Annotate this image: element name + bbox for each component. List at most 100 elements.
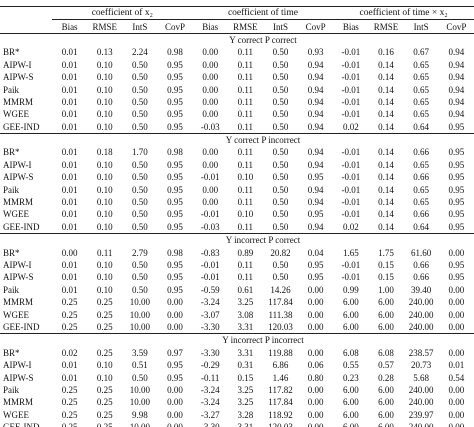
data-row: Paik 0.01 0.10 0.50 0.95 0.00 0.11 0.50 0.94 -0.0…	[0, 183, 474, 195]
value-cell: 0.11	[237, 197, 254, 208]
value-cell: 0.11	[237, 109, 254, 120]
value-cell: 0.10	[96, 372, 113, 383]
column-header: CovP	[438, 19, 474, 34]
value-cell: 0.10	[237, 209, 254, 220]
value-cell: 0.11	[237, 47, 254, 58]
section-spacer	[0, 32, 52, 47]
value-cell: 0.25	[96, 347, 113, 358]
value-cell: 0.00	[307, 309, 324, 320]
data-row: AIPW-I 0.01 0.10 0.50 0.95 -0.01 0.11 0.50 0.95 -…	[0, 259, 474, 271]
value-cell: -0.01	[341, 159, 361, 170]
value-cell: 0.50	[132, 221, 148, 232]
group-header-row: coefficient of x₂ coefficient of time coef…	[0, 5, 474, 21]
value-cell: 0.00	[448, 309, 465, 320]
value-cell: 0.00	[448, 409, 465, 420]
value-cell: -0.01	[200, 209, 220, 220]
method-cell: BR*	[3, 347, 20, 358]
value-cell: 0.95	[448, 209, 465, 220]
value-cell: 0.10	[96, 221, 113, 232]
value-cell: 0.25	[61, 297, 78, 308]
method-cell: AIPW-I	[3, 59, 32, 70]
data-row: GEE-IND 0.01 0.10 0.50 0.95 -0.03 0.11 0.50 0.94…	[0, 221, 474, 234]
value-cell: 0.00	[202, 47, 219, 58]
value-cell: 0.95	[167, 96, 183, 107]
value-cell: 0.10	[96, 121, 113, 132]
value-cell: 0.54	[448, 372, 465, 383]
value-cell: -0.01	[341, 147, 361, 158]
column-header-row: Bias RMSE IntS CovP Bias RMSE IntS CovP Bias RMSE…	[0, 19, 474, 34]
data-row: MMRM 0.01 0.10 0.50 0.95 0.00 0.11 0.50 0.94 -0.0…	[0, 196, 474, 208]
value-cell: 119.88	[268, 347, 293, 358]
value-cell: 0.14	[378, 209, 394, 220]
value-cell: 0.51	[132, 360, 148, 371]
section-label: Y incorrect P incorrect	[52, 333, 474, 347]
value-cell: 5.68	[413, 372, 430, 383]
value-cell: 10.00	[129, 297, 151, 308]
value-cell: 0.50	[132, 209, 148, 220]
method-cell: AIPW-I	[3, 159, 32, 170]
method-cell: GEE-IND	[3, 221, 40, 232]
value-cell: 2.79	[132, 247, 148, 258]
value-cell: 0.55	[342, 360, 359, 371]
value-cell: 0.10	[96, 59, 113, 70]
value-cell: 0.65	[413, 96, 430, 107]
value-cell: 0.11	[237, 159, 254, 170]
value-cell: 0.50	[132, 260, 148, 270]
value-cell: 0.14	[378, 72, 394, 83]
value-cell: 6.08	[378, 347, 394, 358]
value-cell: 3.31	[237, 321, 254, 332]
value-cell: 0.14	[378, 147, 394, 158]
value-cell: 0.11	[237, 272, 254, 283]
value-cell: 0.10	[96, 96, 113, 107]
data-row: WGEE 0.25 0.25 10.00 0.00 -3.07 3.08 111.38 0.00…	[0, 308, 474, 320]
column-header: Bias	[333, 19, 369, 34]
data-row: Paik 0.01 0.10 0.50 0.95 0.00 0.11 0.50 0.94 -0.0…	[0, 83, 474, 95]
value-cell: 0.50	[272, 84, 289, 95]
value-cell: 0.02	[342, 221, 359, 232]
value-cell: 0.00	[61, 247, 78, 258]
value-cell: 0.14	[378, 184, 394, 195]
group-header: coefficient of time	[192, 5, 334, 21]
value-cell: 117.84	[268, 397, 293, 408]
value-cell: 0.94	[307, 221, 324, 232]
data-row: AIPW-I 0.01 0.10 0.50 0.95 0.00 0.11 0.50 0.94 -0…	[0, 59, 474, 71]
column-header: RMSE	[368, 19, 404, 34]
value-cell: 6.00	[378, 397, 394, 408]
value-cell: 6.00	[378, 321, 394, 332]
value-cell: 10.00	[129, 384, 151, 395]
value-cell: 0.95	[448, 272, 465, 283]
value-cell: 0.50	[132, 84, 148, 95]
method-cell: Paik	[3, 184, 20, 195]
value-cell: 0.25	[61, 409, 78, 420]
column-header: RMSE	[87, 19, 123, 34]
value-cell: 10.00	[129, 309, 151, 320]
value-cell: 0.10	[96, 172, 113, 183]
value-cell: 20.82	[270, 247, 291, 258]
value-cell: 0.01	[448, 360, 465, 371]
value-cell: 240.00	[408, 297, 434, 308]
method-cell: AIPW-S	[3, 172, 34, 183]
value-cell: 3.08	[237, 309, 254, 320]
value-cell: 0.66	[413, 260, 430, 270]
value-cell: -0.01	[341, 96, 361, 107]
value-cell: 0.00	[448, 297, 465, 308]
value-cell: 0.95	[448, 184, 465, 195]
data-row: AIPW-I 0.01 0.10 0.51 0.95 -0.29 0.31 6.86 0.06 0…	[0, 359, 474, 371]
value-cell: 0.00	[167, 397, 183, 408]
value-cell: 0.11	[237, 260, 254, 270]
value-cell: -0.01	[341, 260, 361, 270]
value-cell: 10.00	[129, 321, 151, 332]
value-cell: 0.65	[413, 109, 430, 120]
value-cell: 0.14	[378, 172, 394, 183]
value-cell: 0.00	[448, 284, 465, 295]
value-cell: 0.10	[96, 209, 113, 220]
value-cell: 0.94	[448, 59, 465, 70]
value-cell: 0.15	[378, 272, 394, 283]
corner-cell	[0, 19, 52, 34]
value-cell: 0.64	[413, 121, 430, 132]
results-table: coefficient of x₂ coefficient of time coef…	[0, 5, 474, 427]
value-cell: 0.01	[61, 221, 78, 232]
value-cell: 0.10	[96, 260, 113, 270]
data-row: AIPW-S 0.01 0.10 0.50 0.95 -0.01 0.11 0.50 0.95 -…	[0, 271, 474, 283]
value-cell: 240.00	[403, 420, 439, 427]
